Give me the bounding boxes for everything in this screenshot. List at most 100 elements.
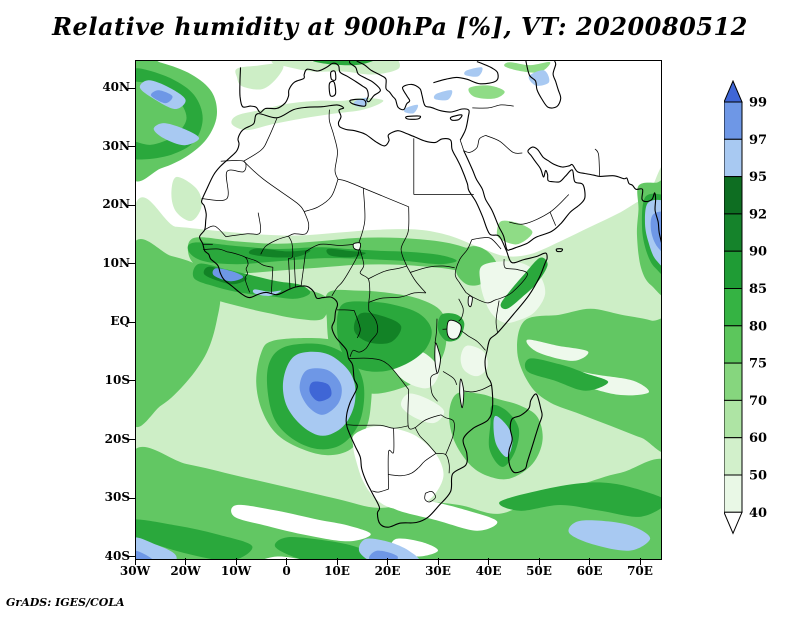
country-border (472, 104, 514, 109)
country-border (304, 179, 339, 212)
humidity-region-ne-atl-blue-core (150, 90, 173, 104)
lat-tick-mark (128, 204, 135, 206)
humidity-region-blacksea-blue (464, 67, 483, 77)
colorbar-segment (723, 399, 743, 439)
lake-outline (446, 319, 462, 340)
lake-outline (459, 378, 465, 409)
lon-tick-mark (488, 558, 489, 565)
lat-tick-mark (128, 497, 135, 499)
colorbar-segment (723, 362, 743, 401)
coastline (349, 98, 367, 107)
coastline (463, 146, 661, 251)
humidity-region-sw-corner-blue (136, 537, 177, 559)
lat-tick-label: 40S (104, 548, 130, 563)
coastline (330, 70, 337, 81)
lon-tick-mark (286, 558, 287, 565)
humidity-region-mediterranean-fringe (231, 97, 384, 131)
lake-outline (434, 342, 441, 374)
country-border (424, 490, 436, 503)
lat-tick-mark (128, 146, 135, 148)
lon-tick-mark (387, 558, 388, 565)
lon-tick-label: 10E (324, 564, 350, 578)
humidity-region-southern-ocean-mid (136, 447, 661, 559)
country-border (201, 160, 247, 201)
country-border (357, 188, 366, 246)
colorbar-label: 70 (749, 394, 767, 409)
country-border (434, 318, 438, 344)
humidity-region-moz-channel-blue (493, 415, 513, 457)
colorbar-segment (723, 437, 743, 476)
humidity-region-ne-atl-blue2 (153, 123, 200, 146)
country-border (293, 257, 296, 288)
humidity-region-indian-faint-streak2 (526, 339, 589, 361)
colorbar-segment (723, 213, 743, 252)
humidity-region-kalahari-dry (352, 426, 444, 509)
colorbar-label: 40 (749, 506, 767, 521)
coastline (328, 80, 337, 97)
country-border (442, 371, 458, 386)
country-border (349, 357, 409, 390)
lake-outline (467, 295, 473, 308)
country-border (440, 414, 455, 455)
coastline (449, 114, 463, 121)
humidity-region-wsahara-coast-green (171, 176, 202, 222)
country-border (288, 235, 294, 259)
country-border (463, 135, 486, 153)
country-border (328, 109, 339, 180)
humidity-region-se-indian-blue (568, 520, 651, 551)
colorbar-svg: 99 97 95 92 90 85 80 75 70 60 50 40 (723, 79, 767, 535)
country-border (243, 160, 305, 212)
country-border (331, 247, 360, 297)
lat-tick-label: 40N (102, 80, 130, 95)
country-border (347, 424, 409, 429)
coastline (405, 115, 422, 120)
country-border (288, 258, 291, 289)
lat-tick-label: 20S (104, 431, 130, 446)
country-border (459, 139, 465, 151)
humidity-region-tanzania-faint (460, 345, 488, 377)
country-border (368, 292, 426, 303)
country-border (462, 384, 492, 393)
country-border (410, 265, 455, 273)
humidity-region-so-dark-streak1 (136, 519, 253, 559)
colorbar-label: 97 (749, 133, 767, 148)
humidity-region-so-white-swirl1 (231, 504, 371, 542)
country-border (498, 258, 528, 300)
lon-tick-label: 20E (374, 564, 401, 578)
country-border (406, 265, 427, 294)
country-border (458, 298, 464, 322)
country-border (300, 251, 307, 286)
lon-tick-label: 70E (627, 564, 653, 578)
colorbar-label: 50 (749, 469, 767, 484)
humidity-region-iberia-green (235, 63, 284, 90)
lat-tick-mark (128, 556, 135, 558)
lon-tick-label: 30E (425, 564, 451, 578)
country-border (430, 372, 438, 402)
country-border (270, 267, 274, 294)
lon-tick-label: 40E (475, 564, 502, 578)
lat-tick-label: 10N (102, 255, 130, 270)
country-border (414, 427, 437, 454)
lat-tick-label: 30N (102, 138, 130, 153)
humidity-region-indian-dark-streak (524, 358, 609, 391)
country-border (415, 414, 442, 428)
lat-tick-label: 10S (104, 372, 130, 387)
lon-tick-mark (336, 558, 338, 565)
colorbar-label: 75 (749, 357, 767, 372)
country-border (260, 235, 289, 255)
country-border (509, 194, 570, 225)
colorbar-label: 90 (749, 245, 767, 260)
humidity-region-south-europe-green (271, 61, 400, 75)
colorbar-arrow-top (723, 79, 743, 103)
humidity-region-yemen-green (496, 220, 533, 245)
lat-tick-mark (128, 321, 135, 323)
country-border (368, 265, 407, 280)
humidity-region-so-white-swirl2 (382, 497, 498, 531)
chart-title: Relative humidity at 900hPa [%], VT: 202… (52, 12, 748, 41)
country-border (388, 453, 437, 477)
coastline (555, 248, 564, 253)
lon-tick-label: 10W (220, 564, 252, 578)
lon-tick-mark (437, 558, 439, 565)
coastline (239, 61, 381, 114)
